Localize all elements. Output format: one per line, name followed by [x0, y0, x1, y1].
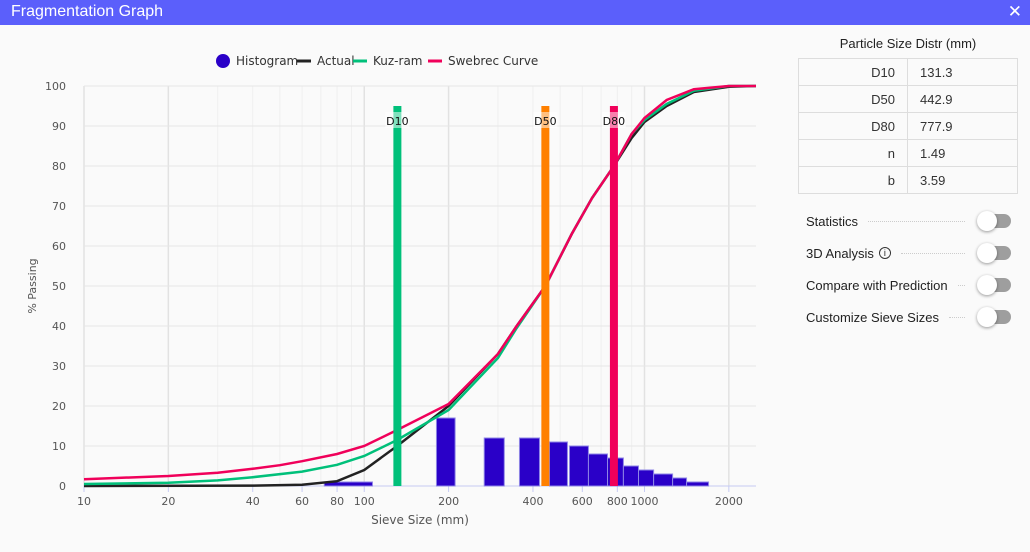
- x-axis-label: Sieve Size (mm): [371, 513, 469, 527]
- y-tick-label: 40: [52, 320, 66, 333]
- legend-histogram-icon: [216, 54, 230, 68]
- toggle-switch[interactable]: [977, 307, 1011, 327]
- histogram-bar: [435, 417, 456, 487]
- x-tick-label: 800: [607, 495, 628, 508]
- param-name: D50: [798, 85, 908, 113]
- toggle-row-compare-with-prediction: Compare with Prediction: [806, 269, 1011, 301]
- marker-label: D80: [603, 115, 625, 128]
- toggle-row-3d-analysis: 3D Analysis i: [806, 237, 1011, 269]
- dotted-leader: [957, 284, 965, 286]
- x-tick-label: 40: [246, 495, 260, 508]
- dotted-leader: [948, 316, 965, 318]
- param-name: D10: [798, 58, 908, 86]
- legend-item: Swebrec Curve: [448, 54, 538, 68]
- y-tick-label: 70: [52, 200, 66, 213]
- toggle-row-customize-sieve-sizes: Customize Sieve Sizes: [806, 301, 1011, 333]
- param-value: 442.9: [907, 85, 1018, 113]
- x-tick-label: 80: [330, 495, 344, 508]
- param-name: D80: [798, 112, 908, 140]
- y-axis-label: % Passing: [26, 258, 39, 313]
- legend-item: Kuz-ram: [373, 54, 422, 68]
- y-tick-label: 0: [59, 480, 66, 493]
- panel-title: Particle Size Distr (mm): [839, 36, 977, 51]
- x-tick-label: 100: [354, 495, 375, 508]
- title-bar: Fragmentation Graph ✕: [0, 0, 1030, 25]
- param-value: 3.59: [907, 166, 1018, 194]
- dotted-leader: [868, 220, 965, 222]
- y-tick-label: 20: [52, 400, 66, 413]
- legend-item: Actual: [317, 54, 355, 68]
- toggle-label: Compare with Prediction: [806, 277, 948, 293]
- toggle-label: 3D Analysis: [806, 245, 874, 261]
- histogram-bar: [518, 437, 540, 487]
- window-title: Fragmentation Graph: [11, 3, 164, 20]
- x-tick-label: 60: [295, 495, 309, 508]
- series-line-swebrec-curve: [83, 84, 756, 481]
- marker-label: D50: [534, 115, 556, 128]
- info-icon[interactable]: i: [878, 247, 891, 259]
- histogram-bar: [323, 481, 373, 487]
- param-value: 777.9: [907, 112, 1018, 140]
- marker-label-bg: [533, 112, 558, 128]
- x-tick-label: 10: [77, 495, 91, 508]
- marker-line-d50: [541, 106, 550, 486]
- x-tick-label: 600: [572, 495, 593, 508]
- histogram-bar: [637, 469, 655, 487]
- table-row: D80 777.9: [798, 112, 1018, 140]
- x-tick-label: 200: [438, 495, 459, 508]
- toggle-label: Statistics: [806, 213, 859, 229]
- y-tick-label: 90: [52, 120, 66, 133]
- legend-item: Histogram: [236, 54, 298, 68]
- histogram-bar: [568, 445, 589, 487]
- param-name: b: [798, 166, 908, 194]
- y-tick-label: 30: [52, 360, 66, 373]
- table-row: D10 131.3: [798, 58, 1018, 86]
- table-row: n 1.49: [798, 139, 1018, 167]
- marker-line-d80: [609, 106, 618, 486]
- marker-label-bg: [601, 112, 626, 128]
- y-tick-label: 50: [52, 280, 66, 293]
- marker-label-bg: [385, 112, 410, 128]
- histogram-bar: [587, 453, 609, 487]
- toggle-switch[interactable]: [977, 243, 1011, 263]
- toggle-label: Customize Sieve Sizes: [806, 309, 939, 325]
- toggle-switch[interactable]: [977, 211, 1011, 231]
- param-value: 131.3: [907, 58, 1018, 86]
- fragmentation-chart: 0 10 20 30 40 50 60 70 80 90 100 10 20 40 60 80 100 200 40…: [26, 54, 757, 527]
- param-name: n: [798, 139, 908, 167]
- toggle-row-statistics: Statistics: [806, 205, 1011, 237]
- histogram-bar: [672, 477, 688, 487]
- x-tick-label: 1000: [630, 495, 658, 508]
- x-tick-label: 400: [522, 495, 543, 508]
- param-value: 1.49: [907, 139, 1018, 167]
- histogram-bar: [622, 465, 639, 487]
- histogram-bar: [483, 437, 505, 487]
- histogram-bar: [686, 481, 710, 487]
- x-tick-label: 2000: [715, 495, 743, 508]
- psd-table: D10 131.3 D50 442.9 D80 777.9 n 1.49 b 3.59: [798, 58, 1018, 194]
- y-tick-label: 10: [52, 440, 66, 453]
- marker-line-d10: [393, 106, 402, 486]
- y-tick-label: 60: [52, 240, 66, 253]
- series-line-kuz-ram: [83, 84, 756, 486]
- table-row: D50 442.9: [798, 85, 1018, 113]
- marker-label: D10: [386, 115, 408, 128]
- x-tick-label: 20: [161, 495, 175, 508]
- table-row: b 3.59: [798, 166, 1018, 194]
- toggle-switch[interactable]: [977, 275, 1011, 295]
- particle-size-panel: Particle Size Distr (mm) D10 131.3 D50 442.…: [798, 36, 1018, 333]
- y-tick-label: 80: [52, 160, 66, 173]
- histogram-bar: [653, 473, 674, 487]
- close-icon[interactable]: ✕: [1007, 2, 1022, 21]
- dotted-leader: [900, 252, 965, 254]
- y-tick-label: 100: [45, 80, 66, 93]
- histogram-bar: [548, 441, 568, 487]
